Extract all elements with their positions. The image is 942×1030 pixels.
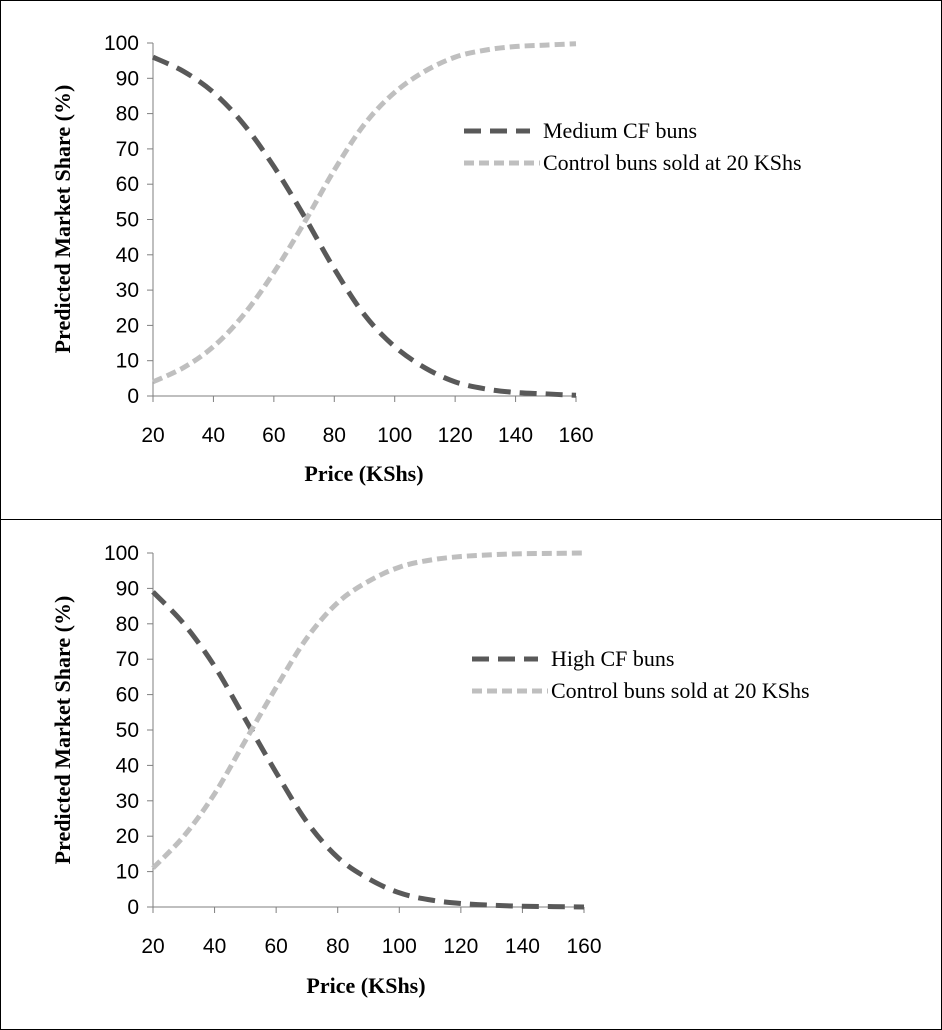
x-tick-label: 80 (323, 424, 346, 447)
legend-label-series-1: High CF buns (551, 646, 674, 671)
chart-panel-medium-cf: 0 10 20 30 40 50 60 70 80 90 100 20 40 60 80 100 120 140… (50, 32, 802, 486)
x-tick-label: 120 (443, 935, 478, 958)
y-tick-label: 20 (116, 314, 139, 337)
y-tick-label: 0 (127, 896, 139, 919)
chart-panel-high-cf: 0 10 20 30 40 50 60 70 80 90 100 20 40 60 80 100 120 140… (50, 542, 810, 998)
y-tick-label: 20 (116, 825, 139, 848)
series-line-2 (151, 550, 585, 870)
y-axis-title: Predicted Market Share (%) (50, 85, 75, 354)
series-line-2 (151, 41, 577, 385)
series-line-1 (151, 54, 577, 398)
x-tick-label: 100 (377, 424, 412, 447)
x-tick-label: 140 (498, 424, 533, 447)
y-tick-label: 90 (116, 577, 139, 600)
legend-label-series-2: Control buns sold at 20 KShs (551, 678, 810, 703)
y-tick-label: 60 (116, 173, 139, 196)
legend: Medium CF buns Control buns sold at 20 K… (464, 118, 802, 175)
y-tick-label: 0 (127, 385, 139, 408)
y-tick-label: 40 (116, 244, 139, 267)
y-tick-label: 100 (104, 32, 139, 55)
y-axis-title: Predicted Market Share (%) (50, 596, 75, 865)
series-line-1 (151, 590, 585, 910)
legend-label-series-1: Medium CF buns (543, 118, 697, 143)
y-tick-label: 80 (116, 613, 139, 636)
x-tick-label: 80 (326, 935, 349, 958)
y-tick-label: 60 (116, 684, 139, 707)
legend-label-series-2: Control buns sold at 20 KShs (543, 150, 802, 175)
x-tick-label: 160 (558, 424, 593, 447)
y-tick-label: 80 (116, 103, 139, 126)
y-tick-label: 70 (116, 138, 139, 161)
x-tick-label: 40 (202, 424, 225, 447)
y-tick-label: 70 (116, 648, 139, 671)
y-tick-label: 40 (116, 754, 139, 777)
y-tick-label: 50 (116, 719, 139, 742)
y-tick-label: 90 (116, 67, 139, 90)
x-tick-label: 160 (566, 935, 601, 958)
y-tick-label: 10 (116, 861, 139, 884)
x-tick-label: 60 (262, 424, 285, 447)
legend: High CF buns Control buns sold at 20 KSh… (472, 646, 810, 703)
y-tick-label: 30 (116, 279, 139, 302)
y-tick-label: 100 (104, 542, 139, 565)
x-tick-label: 100 (382, 935, 417, 958)
x-tick-label: 20 (141, 935, 164, 958)
x-tick-label: 20 (141, 424, 164, 447)
x-tick-label: 120 (438, 424, 473, 447)
x-axis-title: Price (KShs) (304, 461, 423, 486)
x-tick-label: 40 (203, 935, 226, 958)
x-tick-label: 60 (264, 935, 287, 958)
y-tick-label: 30 (116, 790, 139, 813)
x-tick-label: 140 (505, 935, 540, 958)
y-tick-label: 50 (116, 209, 139, 232)
y-tick-label: 10 (116, 350, 139, 373)
x-axis-title: Price (KShs) (306, 973, 425, 998)
